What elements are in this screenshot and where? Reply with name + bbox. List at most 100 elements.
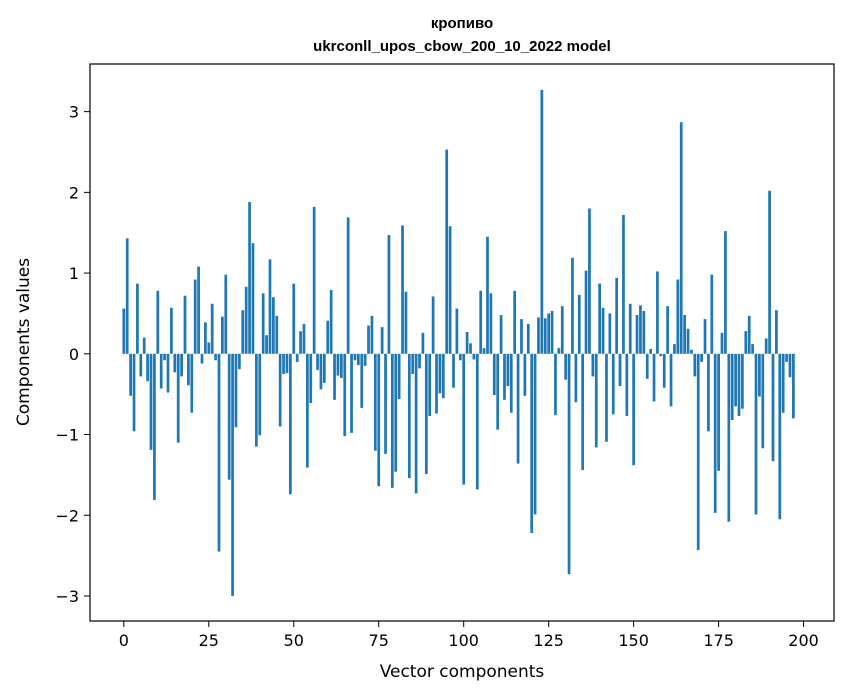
bar — [717, 353, 720, 471]
bar — [445, 149, 449, 354]
bar — [751, 344, 754, 354]
bar — [594, 353, 598, 448]
bar — [581, 353, 585, 471]
plot-frame — [89, 63, 835, 622]
bar — [635, 315, 639, 354]
y-axis-ticks: −3 −2 −1 0 1 2 3 — [55, 103, 90, 606]
x-tick-label: 150 — [618, 631, 649, 650]
bar — [384, 353, 387, 454]
y-tick-label: 0 — [69, 345, 79, 364]
x-tick-label: 25 — [199, 631, 219, 650]
bar — [241, 310, 245, 354]
bar — [530, 353, 534, 534]
bar — [690, 349, 693, 354]
x-tick-label: 200 — [788, 631, 819, 650]
bar — [122, 308, 126, 354]
bar — [176, 353, 180, 443]
bar — [465, 332, 469, 354]
bar — [560, 306, 564, 354]
x-axis-ticks: 0 25 50 75 100 125 150 175 200 — [119, 621, 819, 650]
bar — [771, 353, 775, 462]
bar — [170, 307, 173, 354]
bar — [639, 305, 642, 354]
bar — [238, 353, 241, 370]
x-tick-label: 100 — [448, 631, 479, 650]
bar — [703, 319, 707, 354]
bar — [656, 271, 659, 354]
bar — [492, 353, 496, 395]
bar — [547, 313, 551, 354]
bar — [248, 202, 251, 354]
x-tick-label: 50 — [284, 631, 304, 650]
x-tick-label: 175 — [703, 631, 734, 650]
bar — [775, 310, 778, 354]
bar — [441, 353, 445, 399]
bar — [414, 353, 418, 494]
bar — [608, 313, 612, 354]
bar — [214, 353, 217, 361]
bar — [312, 206, 316, 354]
bar — [642, 311, 646, 354]
bar — [622, 214, 625, 354]
bar — [625, 353, 629, 416]
bar — [183, 295, 187, 354]
bar — [571, 257, 574, 354]
bar — [258, 353, 262, 436]
bar — [598, 283, 602, 354]
bar — [255, 353, 258, 447]
bar — [533, 353, 537, 515]
bar — [520, 319, 523, 354]
bar — [744, 331, 748, 354]
bar — [455, 308, 459, 354]
bar — [272, 297, 275, 354]
bar — [764, 338, 768, 354]
bar — [397, 353, 401, 400]
y-tick-label: 3 — [69, 103, 79, 122]
bar — [200, 353, 204, 364]
bar — [356, 353, 360, 366]
bar — [197, 266, 200, 354]
bar — [472, 353, 476, 360]
bar — [737, 353, 741, 416]
bar — [761, 353, 765, 449]
bar — [758, 353, 761, 397]
bar — [424, 353, 428, 475]
bar — [360, 353, 364, 408]
bar — [231, 353, 234, 596]
bar — [180, 353, 183, 377]
x-tick-label: 125 — [533, 631, 564, 650]
x-axis-label: Vector components — [380, 662, 545, 682]
bar — [421, 332, 425, 354]
bar — [584, 270, 588, 354]
bar — [720, 332, 724, 354]
bar — [557, 348, 561, 354]
bar — [605, 353, 608, 442]
bar — [754, 353, 758, 515]
bar — [343, 353, 347, 437]
bar — [543, 318, 547, 354]
bar — [363, 353, 367, 366]
bar — [693, 353, 697, 377]
bar — [370, 315, 374, 354]
bar — [265, 335, 268, 354]
bar — [244, 286, 248, 354]
bar — [193, 279, 197, 354]
bar — [489, 293, 493, 354]
bar — [289, 353, 292, 495]
bar — [700, 353, 703, 362]
bar — [407, 353, 411, 479]
bar — [305, 353, 309, 468]
bar — [132, 353, 136, 432]
bar — [339, 353, 343, 379]
bar — [666, 306, 669, 354]
bar — [380, 327, 384, 354]
bar — [309, 353, 313, 404]
bar — [458, 353, 462, 361]
bar — [683, 315, 686, 354]
bar — [659, 353, 663, 357]
bar — [448, 226, 452, 354]
bar — [577, 294, 581, 354]
bar — [346, 217, 350, 354]
bar — [669, 353, 673, 407]
